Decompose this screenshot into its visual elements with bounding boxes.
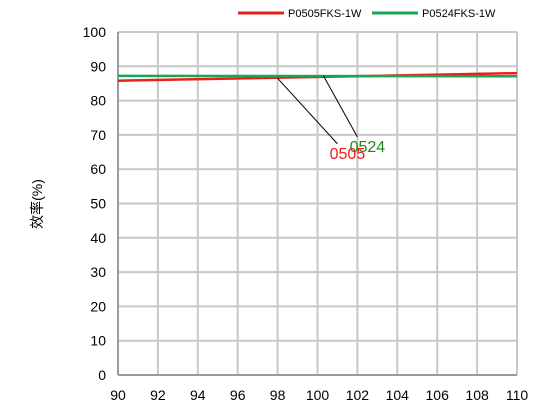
- y-tick-label: 100: [83, 24, 107, 40]
- annotation-label: 0505: [330, 146, 366, 163]
- x-tick-labels: 90 92 94 96 98 100 102 104 106 108 110: [110, 387, 528, 403]
- x-tick-label: 104: [386, 387, 410, 403]
- y-tick-label: 50: [90, 196, 106, 212]
- x-tick-label: 102: [346, 387, 370, 403]
- annotation-leader-line: [277, 77, 338, 145]
- legend: P0505FKS-1W P0524FKS-1W: [238, 8, 496, 20]
- x-tick-label: 100: [306, 387, 330, 403]
- x-tick-label: 90: [110, 387, 126, 403]
- y-tick-label: 0: [98, 367, 106, 383]
- y-tick-label: 90: [90, 58, 106, 74]
- legend-label: P0505FKS-1W: [288, 8, 362, 20]
- x-tick-label: 92: [150, 387, 166, 403]
- legend-label: P0524FKS-1W: [422, 8, 496, 20]
- x-tick-label: 108: [465, 387, 489, 403]
- y-tick-label: 40: [90, 230, 106, 246]
- annotation-leader-line: [323, 75, 358, 138]
- x-tick-label: 110: [506, 387, 529, 403]
- y-tick-label: 80: [90, 93, 106, 109]
- y-tick-labels: 0 10 20 30 40 50 60 70 80 90 100: [83, 24, 107, 383]
- y-tick-label: 20: [90, 298, 106, 314]
- y-tick-label: 60: [90, 161, 106, 177]
- x-tick-label: 98: [270, 387, 286, 403]
- x-tick-label: 106: [426, 387, 450, 403]
- x-tick-label: 94: [190, 387, 206, 403]
- grid: [117, 31, 518, 376]
- series-lines: [117, 71, 518, 82]
- y-tick-label: 70: [90, 127, 106, 143]
- y-axis-label: 效率(%): [29, 179, 45, 229]
- y-tick-label: 30: [90, 264, 106, 280]
- x-tick-label: 96: [230, 387, 246, 403]
- y-tick-label: 10: [90, 333, 106, 349]
- annotation-label: 0524: [350, 139, 386, 156]
